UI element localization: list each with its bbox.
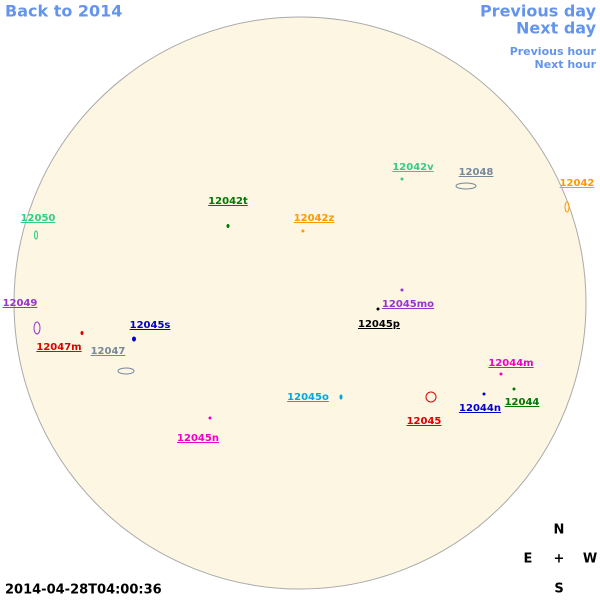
region-label[interactable]: 12045s — [130, 320, 171, 331]
solar-disk — [13, 16, 587, 590]
sunspot — [455, 182, 477, 190]
sunspot — [512, 387, 516, 391]
sunspot — [499, 372, 503, 376]
sunspot — [564, 201, 570, 213]
sunspot — [80, 331, 84, 335]
compass-east: E — [524, 552, 533, 567]
sunspot — [482, 392, 486, 396]
region-label[interactable]: 12045mo — [382, 299, 434, 310]
region-label[interactable]: 12042t — [208, 196, 248, 207]
region-label[interactable]: 12045p — [358, 319, 400, 330]
next-day-link[interactable]: Next day — [516, 19, 597, 38]
sunspot — [117, 367, 135, 375]
timestamp: 2014-04-28T04:00:36 — [5, 583, 162, 598]
region-label[interactable]: 12049 — [3, 298, 38, 309]
sunspot — [34, 230, 38, 240]
sunspot — [400, 288, 404, 292]
region-label[interactable]: 12044n — [459, 403, 501, 414]
region-label[interactable]: 12047 — [91, 346, 126, 357]
sunspot — [301, 229, 305, 233]
sunspot — [132, 336, 136, 342]
region-label[interactable]: 12048 — [459, 167, 494, 178]
compass-south: S — [554, 582, 563, 597]
back-link[interactable]: Back to 2014 — [5, 2, 122, 21]
sunspot — [226, 224, 230, 228]
sunspot — [208, 416, 212, 420]
sunspot — [376, 307, 380, 311]
region-label[interactable]: 12047m — [36, 342, 81, 353]
sunspot — [33, 321, 41, 335]
previous-hour-link[interactable]: Previous hour — [510, 45, 597, 58]
sunspot — [425, 391, 437, 403]
sunspot — [339, 394, 343, 400]
region-label[interactable]: 12045o — [287, 392, 329, 403]
region-label[interactable]: 12050 — [21, 213, 56, 224]
region-label[interactable]: 12042v — [392, 162, 434, 173]
sunspot — [400, 177, 404, 181]
region-label[interactable]: 12042z — [294, 213, 335, 224]
region-label[interactable]: 12044 — [505, 397, 540, 408]
compass-west: W — [583, 552, 597, 567]
compass-center: + — [554, 552, 565, 567]
compass-north: N — [554, 523, 565, 538]
region-label[interactable]: 12045 — [407, 416, 442, 427]
region-label[interactable]: 12045n — [177, 433, 219, 444]
next-hour-link[interactable]: Next hour — [535, 58, 597, 71]
previous-day-link[interactable]: Previous day — [480, 2, 597, 21]
region-label[interactable]: 12044m — [488, 358, 533, 369]
region-label[interactable]: 12042 — [560, 178, 595, 189]
